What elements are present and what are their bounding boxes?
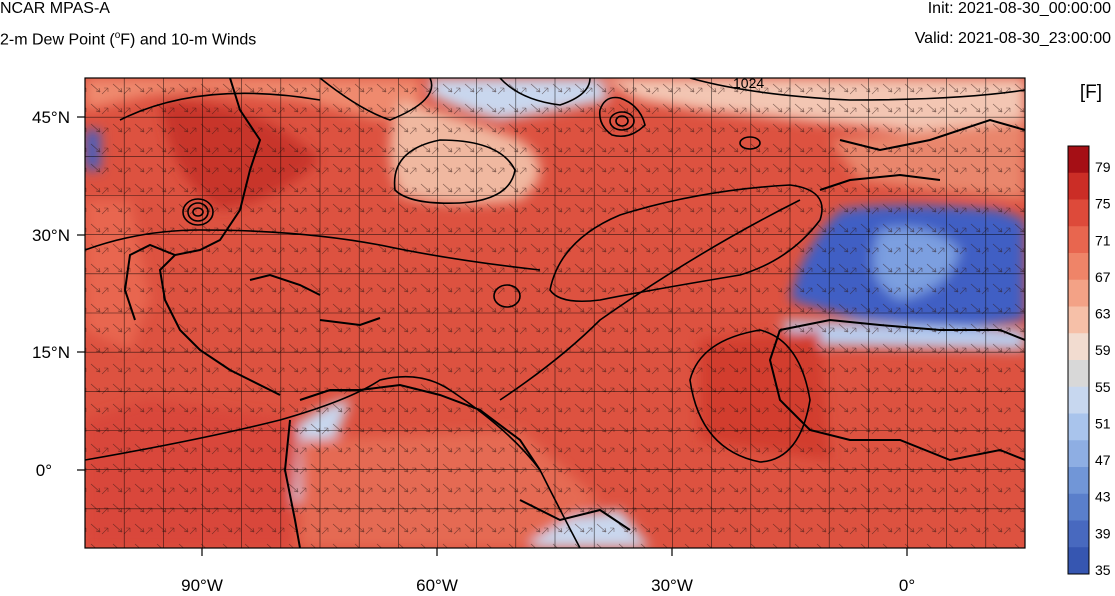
graticule xyxy=(85,78,1025,548)
colorbar-swatch xyxy=(1068,199,1089,227)
colorbar-label: 71 xyxy=(1095,232,1111,248)
colorbar-swatch xyxy=(1068,520,1089,548)
colorbar-label: 51 xyxy=(1095,415,1111,431)
lat-label-45n: 45°N xyxy=(32,108,70,127)
colorbar-swatch xyxy=(1068,467,1089,495)
colorbar-swatch xyxy=(1068,413,1089,441)
lat-label-eq: 0° xyxy=(36,461,52,480)
colorbar-swatch xyxy=(1068,279,1089,307)
colorbar-label: 79 xyxy=(1095,159,1111,175)
colorbar-swatch xyxy=(1068,172,1089,200)
lon-label-0: 0° xyxy=(899,576,915,595)
colorbar-swatch xyxy=(1068,440,1089,468)
lon-label-30w: 30°W xyxy=(651,576,693,595)
colorbar-swatch xyxy=(1068,547,1089,575)
colorbar-swatch xyxy=(1068,226,1089,254)
colorbar-swatch xyxy=(1068,386,1089,414)
lat-label-15n: 15°N xyxy=(32,343,70,362)
degree-superscript: o xyxy=(114,30,121,41)
model-title: NCAR MPAS-A xyxy=(0,0,110,17)
init-time: Init: 2021-08-30_00:00:00 xyxy=(927,0,1111,17)
axis-ticks xyxy=(77,116,908,556)
map-frame xyxy=(84,77,1026,549)
colorbar-label: 47 xyxy=(1095,452,1111,468)
colorbar-label: 67 xyxy=(1095,269,1111,285)
colorbar-label: 59 xyxy=(1095,342,1111,358)
colorbar-swatch xyxy=(1068,146,1089,174)
field-title-suffix: F) and 10-m Winds xyxy=(120,31,257,49)
lon-label-90w: 90°W xyxy=(181,576,223,595)
colorbar-swatch xyxy=(1068,306,1089,334)
lat-label-30n: 30°N xyxy=(32,226,70,245)
colorbar-frame xyxy=(1067,145,1090,575)
field-title-prefix: 2-m Dew Point ( xyxy=(0,31,115,49)
colorbar-label: 55 xyxy=(1095,379,1111,395)
colorbar xyxy=(1067,145,1090,575)
colorbar-swatch xyxy=(1068,493,1089,521)
lon-label-60w: 60°W xyxy=(416,576,458,595)
colorbar-swatch xyxy=(1068,333,1089,361)
valid-time: Valid: 2021-08-30_23:00:00 xyxy=(914,30,1111,47)
colorbar-label: 39 xyxy=(1095,525,1111,541)
colorbar-label: 35 xyxy=(1095,562,1111,578)
colorbar-label: 63 xyxy=(1095,306,1111,322)
colorbar-label: 75 xyxy=(1095,196,1111,212)
colorbar-unit: [F] xyxy=(1080,82,1102,103)
colorbar-swatch xyxy=(1068,360,1089,388)
colorbar-labels: 79 75 71 67 63 59 55 51 47 43 39 35 xyxy=(1095,159,1111,578)
contour-label: 1024 xyxy=(733,75,764,91)
colorbar-swatch xyxy=(1068,253,1089,281)
colorbar-label: 43 xyxy=(1095,489,1111,505)
coastlines xyxy=(123,78,1025,548)
field-title: 2-m Dew Point (oF) and 10-m Winds xyxy=(0,30,256,49)
